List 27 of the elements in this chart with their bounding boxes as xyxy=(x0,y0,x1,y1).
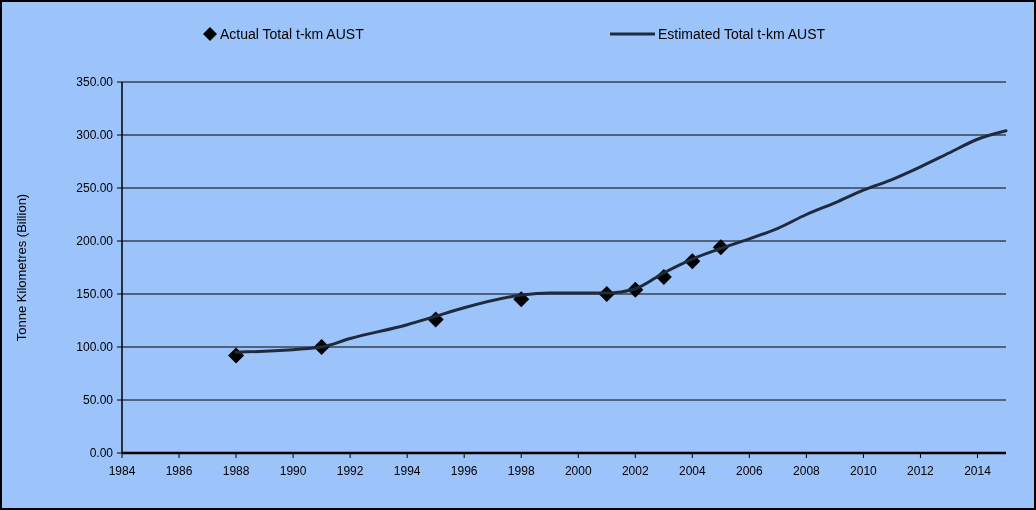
x-tick-label: 2000 xyxy=(564,464,592,478)
y-tick-label: 50.00 xyxy=(82,393,114,408)
x-tick-label: 1992 xyxy=(336,464,364,478)
y-tick-label: 250.00 xyxy=(76,181,114,196)
x-tick-label: 2014 xyxy=(964,464,992,478)
legend-label: Actual Total t-km AUST xyxy=(220,25,365,42)
x-tick-label: 1988 xyxy=(222,464,250,478)
x-tick-label: 1994 xyxy=(393,464,421,478)
y-tick-label: 150.00 xyxy=(76,287,114,302)
y-tick-label: 0.00 xyxy=(89,446,114,461)
y-tick-label: 350.00 xyxy=(76,75,114,90)
x-tick-label: 2002 xyxy=(621,464,649,478)
y-tick-label: 200.00 xyxy=(76,234,114,249)
x-tick-label: 1996 xyxy=(450,464,478,478)
x-tick-label: 2006 xyxy=(736,464,764,478)
x-tick-label: 2008 xyxy=(793,464,821,478)
legend-label: Estimated Total t-km AUST xyxy=(658,25,826,42)
x-tick-label: 1998 xyxy=(507,464,535,478)
x-tick-label: 1984 xyxy=(108,464,136,478)
x-tick-label: 2010 xyxy=(850,464,878,478)
y-tick-label: 300.00 xyxy=(76,128,114,143)
x-tick-label: 1990 xyxy=(279,464,307,478)
y-tick-label: 100.00 xyxy=(76,340,114,355)
y-axis-title: Tonne Kilometres (Billion) xyxy=(14,193,29,342)
x-tick-label: 2012 xyxy=(907,464,935,478)
x-tick-label: 2004 xyxy=(678,464,706,478)
x-tick-label: 1986 xyxy=(165,464,193,478)
